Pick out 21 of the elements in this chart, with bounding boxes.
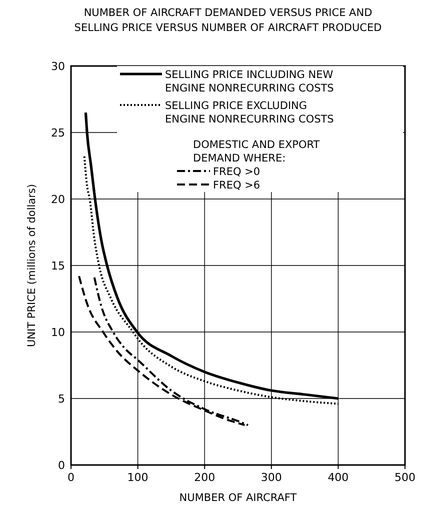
annotation: DOMESTIC AND EXPORT DEMAND WHERE:	[193, 139, 320, 164]
chart-title: NUMBER OF AIRCRAFT DEMANDED VERSUS PRICE AND SELLING PRICE VERSUS NUMBER OF AIRCRAFT PRODUCED	[74, 7, 382, 34]
x-tick-label: 0	[68, 471, 74, 484]
x-tick-label: 200	[194, 471, 216, 484]
y-tick-label: 5	[58, 392, 65, 406]
x-tick-label: 300	[260, 471, 282, 484]
y-tick-label: 10	[51, 326, 65, 339]
y-tick-label: 15	[51, 260, 65, 272]
y-tick-label: 20	[51, 193, 65, 206]
y-tick-label: 0	[58, 459, 65, 472]
x-tick-label: 400	[328, 471, 349, 484]
y-axis-title: UNIT PRICE (millions of dollars)	[26, 184, 38, 347]
y-tick-label: 25	[51, 126, 65, 140]
x-axis-title: NUMBER OF AIRCRAFT	[179, 492, 298, 504]
legend-label: SELLING PRICE INCLUDING NEW ENGINE NONRECURRING COSTS	[165, 69, 334, 94]
x-tick-label: 500	[394, 471, 416, 484]
legend-label: FREQ >6	[213, 180, 260, 192]
legend-label: FREQ >0	[213, 166, 260, 178]
legend-label: SELLING PRICE EXCLUDING ENGINE NONRECURRING COSTS	[165, 100, 334, 126]
y-tick-label: 30	[51, 60, 65, 73]
x-tick-label: 100	[127, 471, 148, 484]
